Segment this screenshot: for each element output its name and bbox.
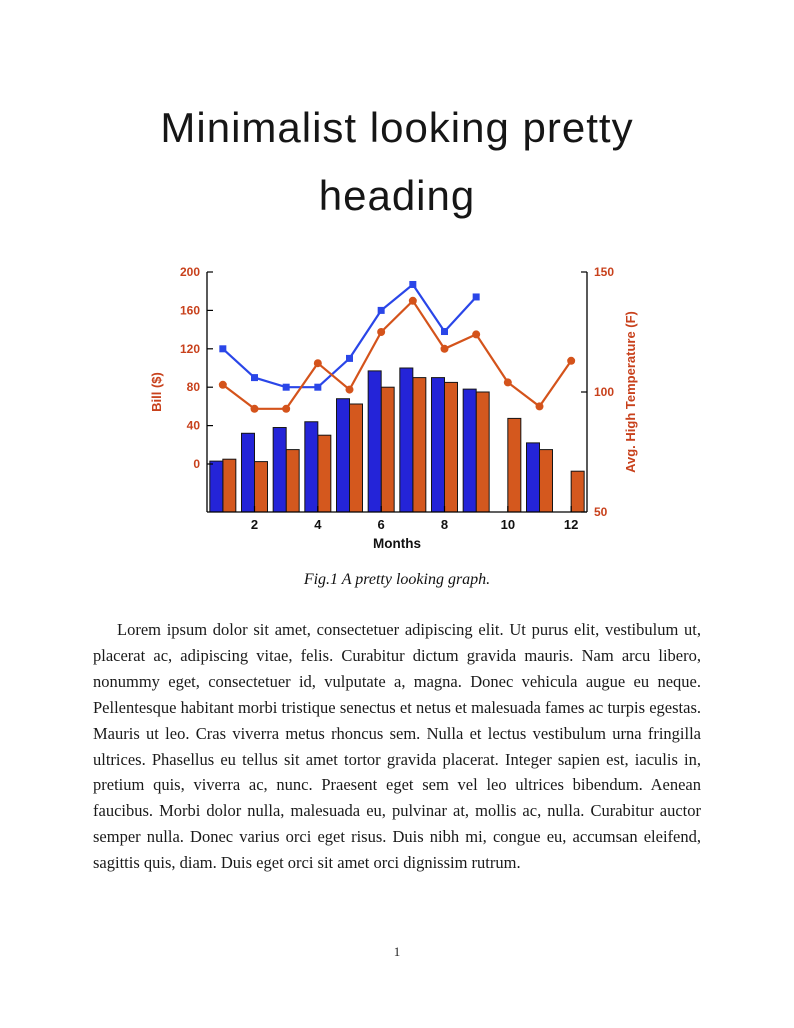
heading-line-1: Minimalist looking pretty <box>160 104 634 151</box>
svg-text:40: 40 <box>187 419 201 433</box>
svg-text:8: 8 <box>441 517 448 532</box>
page-title: Minimalist looking pretty heading <box>0 0 794 230</box>
svg-text:Avg. High Temperature (F): Avg. High Temperature (F) <box>623 311 638 473</box>
figure-caption: Fig.1 A pretty looking graph. <box>303 571 491 589</box>
svg-text:Bill ($): Bill ($) <box>149 372 164 412</box>
svg-text:6: 6 <box>378 517 385 532</box>
svg-text:80: 80 <box>187 380 201 394</box>
svg-text:150: 150 <box>594 265 614 279</box>
svg-text:200: 200 <box>180 265 200 279</box>
svg-text:160: 160 <box>180 303 200 317</box>
figure: 0 40 80 120 160 200 50 100 150 2 4 6 8 10 12 Months Bill… <box>0 258 794 589</box>
svg-text:2: 2 <box>251 517 258 532</box>
svg-text:4: 4 <box>314 517 322 532</box>
svg-text:50: 50 <box>594 505 608 519</box>
svg-text:12: 12 <box>564 517 578 532</box>
svg-text:100: 100 <box>594 385 614 399</box>
body-paragraph: Lorem ipsum dolor sit amet, consectetuer… <box>93 620 701 873</box>
dual-axis-bar-line-chart: 0 40 80 120 160 200 50 100 150 2 4 6 8 10 12 Months Bill… <box>149 265 638 551</box>
svg-text:120: 120 <box>180 342 200 356</box>
svg-text:10: 10 <box>501 517 515 532</box>
heading-line-2: heading <box>318 172 476 220</box>
svg-text:0: 0 <box>193 457 200 471</box>
page-number: 1 <box>393 944 401 959</box>
svg-text:Months: Months <box>373 536 421 551</box>
